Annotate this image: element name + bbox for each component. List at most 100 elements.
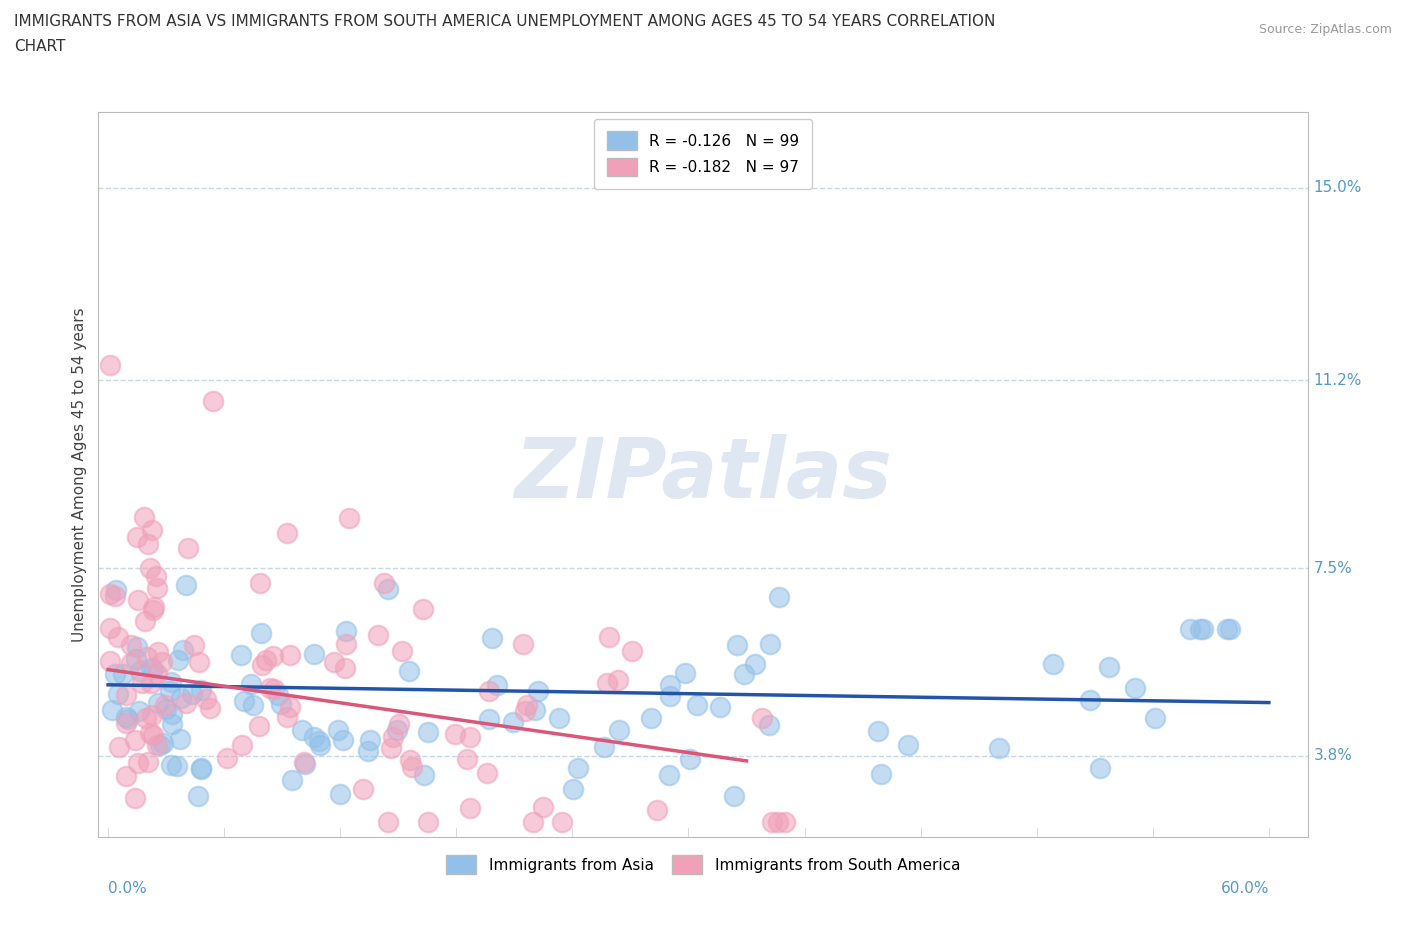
Point [658, 768, 681, 783]
Point [768, 590, 790, 604]
Point [98, 586, 121, 601]
Point [302, 730, 325, 745]
Point [128, 664, 150, 679]
Point [367, 627, 389, 642]
Point [567, 761, 589, 776]
Point [606, 672, 628, 687]
Point [1178, 621, 1201, 636]
Point [686, 698, 709, 712]
Point [377, 815, 399, 830]
Point [547, 711, 569, 726]
Point [148, 644, 170, 659]
Point [593, 739, 616, 754]
Point [146, 696, 169, 711]
Point [1078, 692, 1101, 707]
Point [278, 647, 301, 662]
Point [281, 773, 304, 788]
Point [416, 724, 439, 739]
Point [401, 759, 423, 774]
Point [308, 737, 330, 752]
Point [104, 589, 127, 604]
Point [127, 592, 149, 607]
Point [98, 654, 121, 669]
Point [523, 702, 546, 717]
Text: 11.2%: 11.2% [1313, 373, 1362, 388]
Point [323, 655, 346, 670]
Point [107, 740, 129, 755]
Point [190, 762, 212, 777]
Point [115, 710, 138, 724]
Point [183, 637, 205, 652]
Legend: Immigrants from Asia, Immigrants from South America: Immigrants from Asia, Immigrants from So… [440, 849, 966, 880]
Point [104, 666, 127, 681]
Point [870, 767, 893, 782]
Point [987, 741, 1010, 756]
Point [329, 786, 352, 801]
Point [128, 703, 150, 718]
Point [131, 675, 153, 690]
Point [723, 789, 745, 804]
Point [107, 630, 129, 644]
Point [679, 751, 702, 766]
Point [101, 702, 124, 717]
Text: 3.8%: 3.8% [1313, 749, 1353, 764]
Point [159, 684, 181, 698]
Point [456, 751, 478, 766]
Point [486, 678, 509, 693]
Point [190, 760, 212, 775]
Point [1219, 621, 1241, 636]
Point [172, 642, 194, 657]
Point [166, 759, 188, 774]
Point [359, 732, 381, 747]
Point [120, 638, 142, 653]
Point [416, 815, 439, 830]
Point [478, 711, 501, 726]
Point [125, 651, 148, 666]
Text: 60.0%: 60.0% [1220, 881, 1268, 896]
Point [139, 725, 162, 740]
Point [190, 682, 212, 697]
Point [337, 511, 360, 525]
Point [512, 637, 534, 652]
Point [160, 674, 183, 689]
Point [868, 724, 890, 738]
Point [231, 737, 253, 752]
Point [647, 803, 669, 817]
Point [98, 621, 121, 636]
Point [141, 676, 163, 691]
Point [160, 707, 183, 722]
Point [250, 658, 273, 672]
Point [155, 701, 177, 716]
Text: CHART: CHART [14, 39, 66, 54]
Point [658, 688, 681, 703]
Point [1143, 711, 1166, 725]
Point [249, 625, 271, 640]
Point [125, 640, 148, 655]
Point [152, 655, 174, 670]
Point [326, 723, 349, 737]
Point [561, 781, 583, 796]
Point [134, 510, 156, 525]
Point [259, 681, 281, 696]
Point [1088, 761, 1111, 776]
Point [145, 737, 167, 752]
Point [276, 710, 298, 724]
Point [526, 684, 548, 698]
Point [141, 523, 163, 538]
Point [352, 781, 374, 796]
Point [254, 653, 277, 668]
Point [187, 789, 209, 804]
Point [522, 815, 544, 830]
Point [117, 712, 139, 727]
Point [146, 580, 169, 595]
Text: 0.0%: 0.0% [108, 881, 146, 896]
Point [160, 716, 183, 731]
Point [458, 800, 481, 815]
Point [127, 755, 149, 770]
Point [267, 687, 290, 702]
Point [270, 697, 292, 711]
Point [751, 711, 773, 725]
Point [149, 737, 172, 752]
Point [391, 644, 413, 658]
Point [333, 660, 356, 675]
